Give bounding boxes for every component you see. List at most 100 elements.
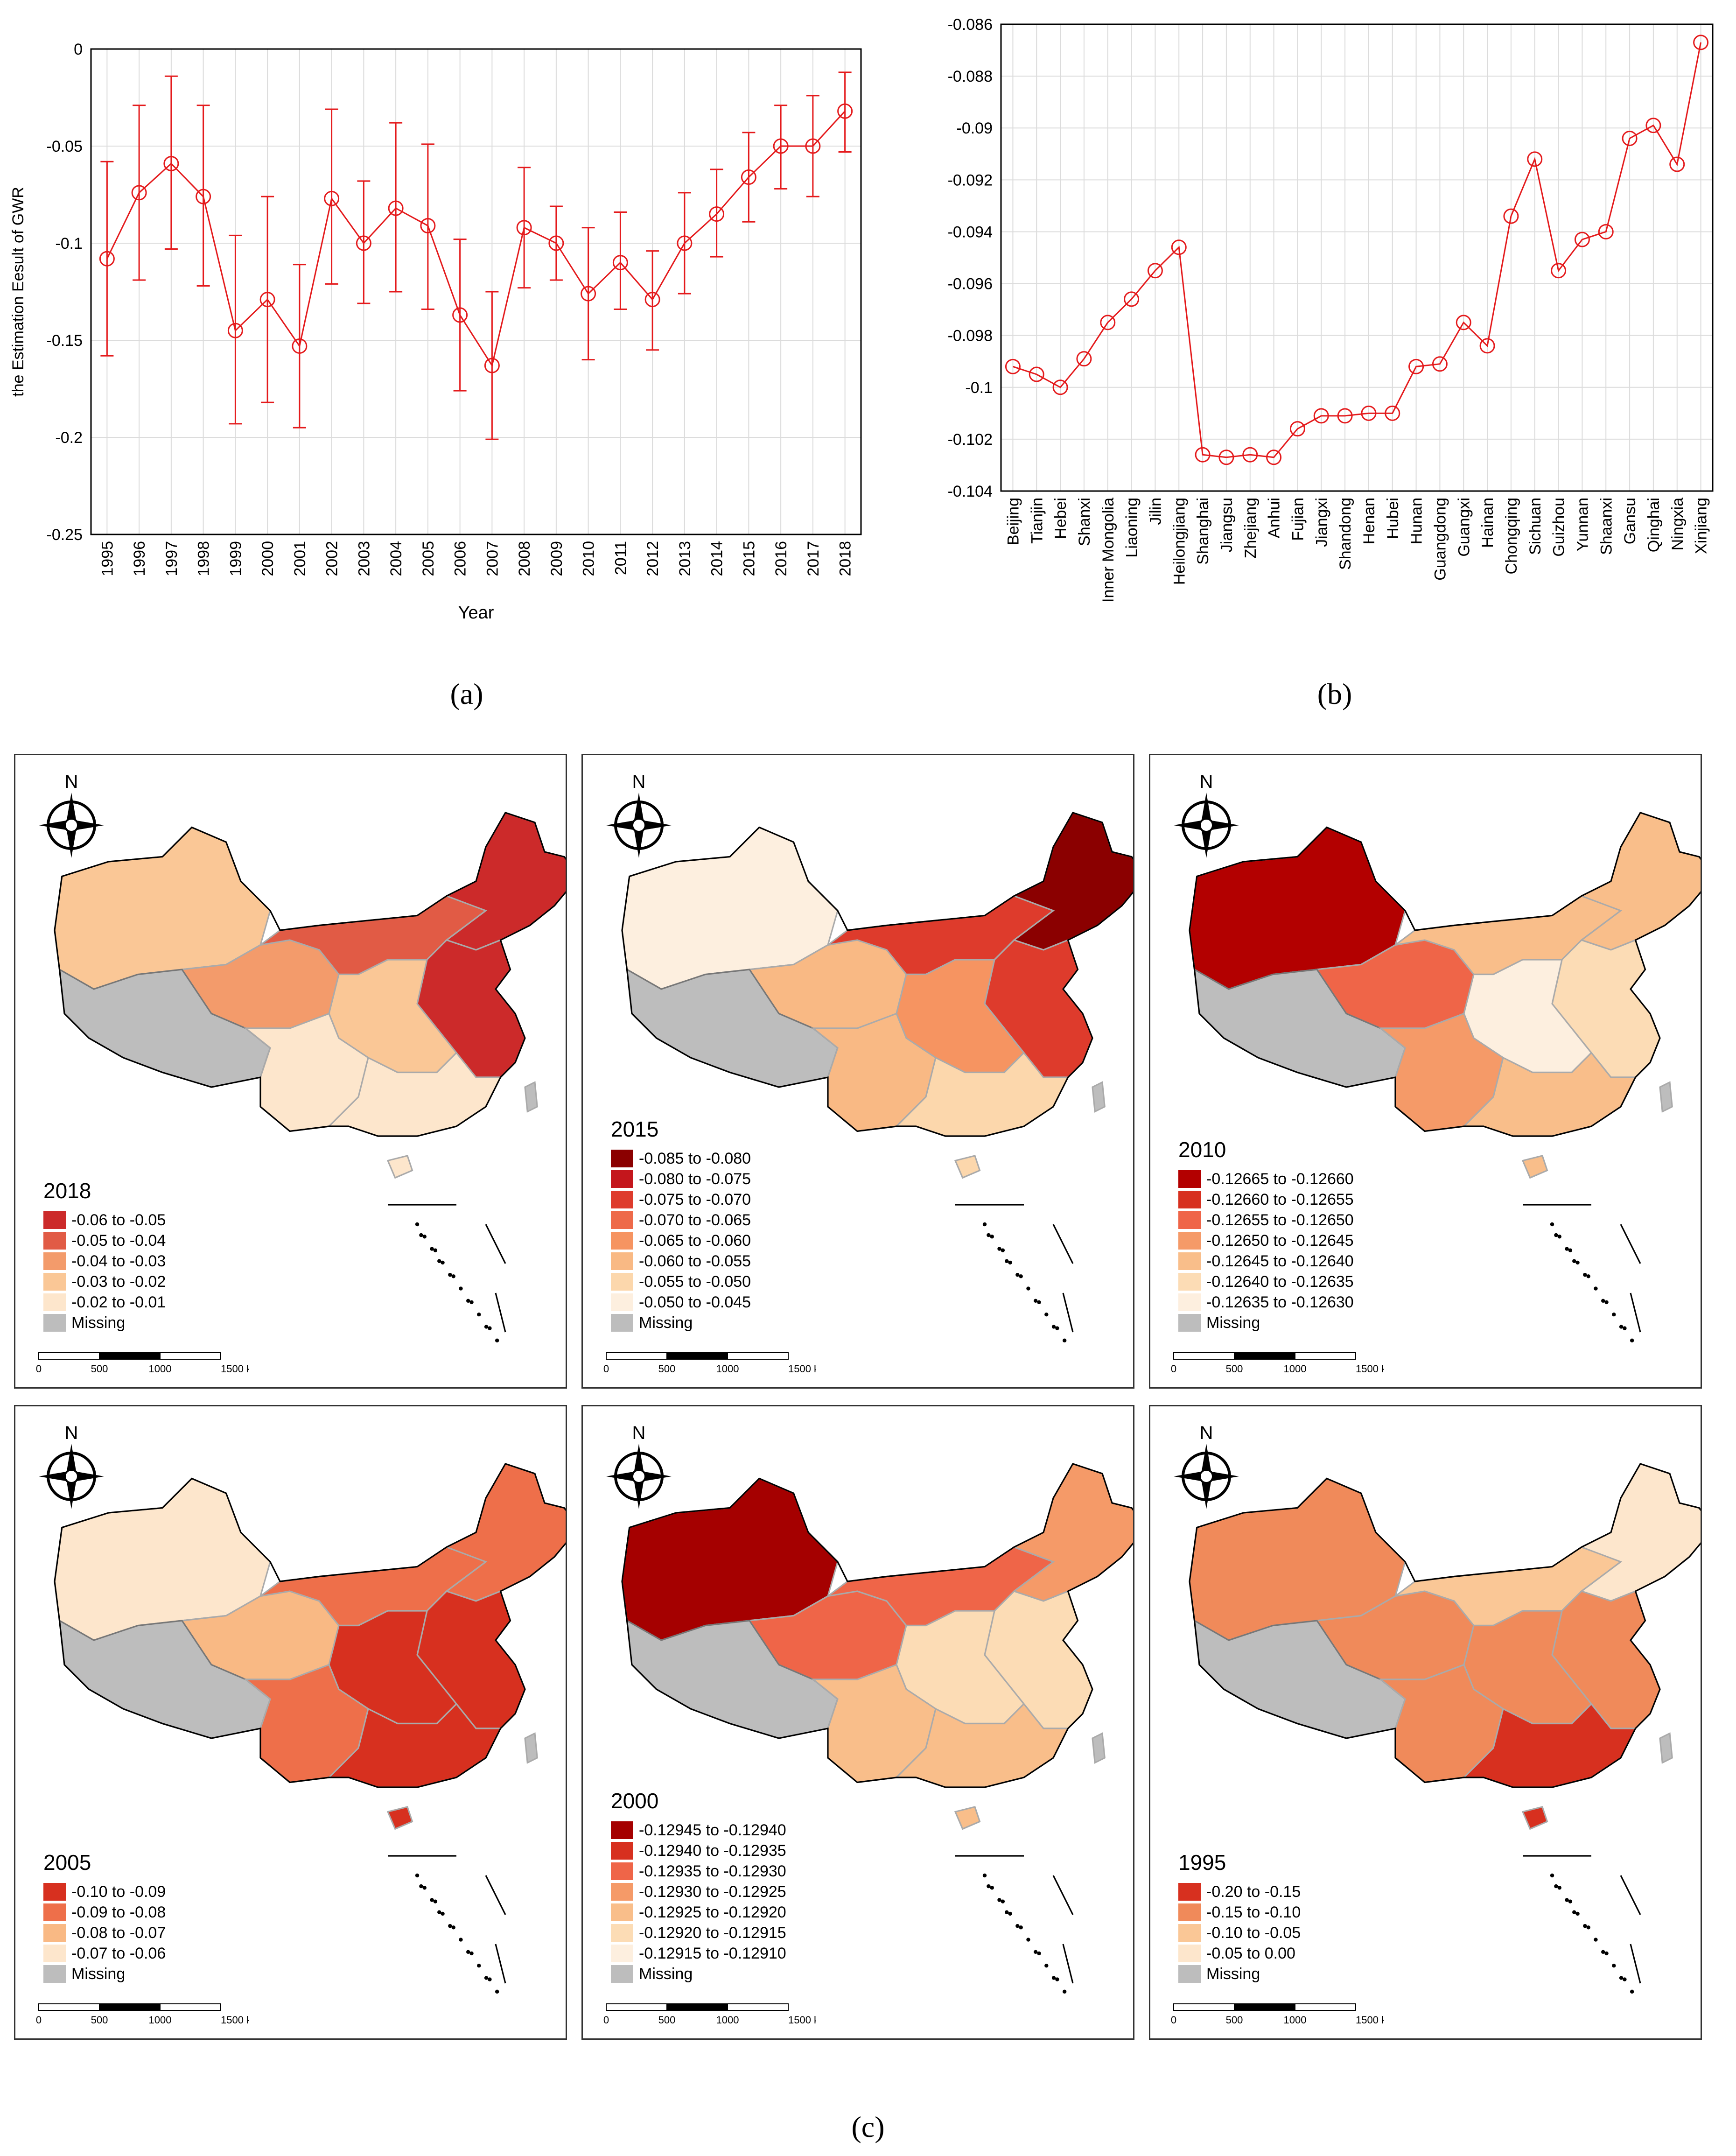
- data-point: [1005, 358, 1021, 374]
- data-point: [1503, 208, 1519, 224]
- x-tick-label: 2002: [323, 541, 341, 576]
- region-hainan: [1521, 1806, 1548, 1830]
- scale-seg: [1234, 1352, 1295, 1360]
- data-point: [1598, 224, 1614, 239]
- legend-item: Missing: [43, 1313, 166, 1333]
- scale-bar: 0 500 1000 1500 km: [1171, 1352, 1384, 1375]
- legend-swatch: [43, 1965, 66, 1983]
- nine-dash-line: [387, 1204, 506, 1333]
- data-point: [1029, 366, 1044, 382]
- map-legend: 2018 -0.06 to -0.05 -0.05 to -0.04 -0.04 to…: [43, 1178, 166, 1333]
- data-point: [1432, 356, 1448, 372]
- scale-label: 1500 km: [788, 2014, 816, 2026]
- x-tick-label: 1995: [98, 541, 116, 576]
- legend-swatch: [43, 1945, 66, 1962]
- x-tick-label: Shanxi: [1076, 498, 1093, 546]
- legend-label: Missing: [71, 1313, 126, 1332]
- island-dot: [1015, 1272, 1020, 1277]
- x-tick-label: 2018: [837, 541, 854, 576]
- x-tick-label: 2000: [259, 541, 277, 576]
- legend-label: -0.085 to -0.080: [639, 1149, 751, 1167]
- legend-label: Missing: [1206, 1965, 1260, 1983]
- legend-swatch: [1178, 1252, 1201, 1270]
- legend-label: -0.03 to -0.02: [71, 1272, 166, 1291]
- legend-swatch: [1178, 1211, 1201, 1229]
- y-tick-label: -0.088: [948, 68, 993, 85]
- legend-item: -0.12635 to -0.12630: [1178, 1292, 1354, 1313]
- map-legend: 2015 -0.085 to -0.080 -0.080 to -0.075 -0.0…: [611, 1117, 751, 1333]
- legend-item: -0.05 to -0.04: [43, 1230, 166, 1251]
- legend-swatch: [611, 1842, 633, 1860]
- data-point: [1479, 338, 1495, 354]
- island-dot: [1568, 1248, 1573, 1252]
- legend-item: -0.09 to -0.08: [43, 1902, 166, 1923]
- legend-item: -0.060 to -0.055: [611, 1251, 751, 1271]
- legend-item: -0.075 to -0.070: [611, 1189, 751, 1210]
- legend-swatch: [1178, 1232, 1201, 1250]
- island-dot: [1037, 1300, 1041, 1305]
- legend-label: -0.15 to -0.10: [1206, 1903, 1301, 1921]
- scale-label: 500: [91, 2014, 108, 2026]
- scale-label: 500: [1226, 2014, 1243, 2026]
- island-dot: [1008, 1911, 1012, 1916]
- x-tick-label: Inner Mongolia: [1099, 498, 1117, 603]
- island-dot: [477, 1313, 481, 1317]
- north-label: N: [1200, 772, 1213, 792]
- legend-swatch: [1178, 1314, 1201, 1332]
- y-tick-label: -0.05: [47, 138, 83, 155]
- compass-center: [631, 818, 646, 833]
- north-label: N: [1200, 1423, 1213, 1443]
- island-dot: [1619, 1325, 1624, 1329]
- north-label: N: [632, 1423, 646, 1443]
- data-point: [1266, 449, 1282, 465]
- legend-swatch: [43, 1924, 66, 1942]
- legend-item: -0.04 to -0.03: [43, 1251, 166, 1271]
- island-dot: [484, 1325, 489, 1329]
- x-tick-label: Shanghai: [1194, 498, 1212, 565]
- nine-dash-line: [1522, 1204, 1641, 1333]
- legend-label: Missing: [71, 1965, 126, 1983]
- scale-label: 0: [1171, 2014, 1176, 2026]
- x-tick-label: Ningxia: [1669, 498, 1687, 550]
- y-tick-label: -0.09: [957, 119, 993, 137]
- data-point: [324, 190, 340, 206]
- data-point: [709, 206, 725, 222]
- island-dot: [997, 1898, 1001, 1902]
- legend-label: -0.12940 to -0.12935: [639, 1841, 786, 1860]
- legend-item: -0.12930 to -0.12925: [611, 1882, 786, 1902]
- legend-swatch: [1178, 1965, 1201, 1983]
- island-dot: [1019, 1925, 1023, 1930]
- scale-seg: [1234, 2003, 1295, 2011]
- map-regions: [621, 812, 1133, 1343]
- island-dot: [1019, 1274, 1023, 1278]
- y-tick-label: -0.102: [948, 431, 993, 449]
- y-tick-label: -0.25: [47, 526, 83, 544]
- island-dot: [430, 1898, 434, 1902]
- legend-swatch: [1178, 1170, 1201, 1188]
- island-dot: [1586, 1925, 1590, 1930]
- data-point: [773, 138, 789, 154]
- data-point: [1693, 35, 1709, 50]
- x-tick-label: 1997: [163, 541, 181, 576]
- legend-label: -0.12665 to -0.12660: [1206, 1170, 1354, 1188]
- plot-frame: [90, 48, 862, 535]
- north-arrow-icon: N: [1174, 1423, 1239, 1509]
- legend-item: -0.065 to -0.060: [611, 1230, 751, 1251]
- scale-label: 1000: [716, 1363, 739, 1375]
- island-dot: [451, 1925, 455, 1930]
- scale-seg: [727, 1352, 789, 1360]
- data-point: [452, 307, 468, 323]
- nine-dash-line: [955, 1204, 1074, 1333]
- legend-label: -0.20 to -0.15: [1206, 1882, 1301, 1901]
- legend-swatch: [43, 1273, 66, 1291]
- island-dot: [1623, 1977, 1627, 1981]
- scale-label: 1000: [716, 2014, 739, 2026]
- island-dot: [1026, 1938, 1030, 1942]
- panel-label-c: (c): [821, 2110, 915, 2144]
- legend-item: -0.055 to -0.050: [611, 1271, 751, 1292]
- island-dot: [1034, 1950, 1038, 1954]
- country-outline: [1189, 812, 1701, 1137]
- legend-item: -0.12650 to -0.12645: [1178, 1230, 1354, 1251]
- data-point: [1408, 358, 1424, 374]
- compass-center: [64, 1469, 79, 1484]
